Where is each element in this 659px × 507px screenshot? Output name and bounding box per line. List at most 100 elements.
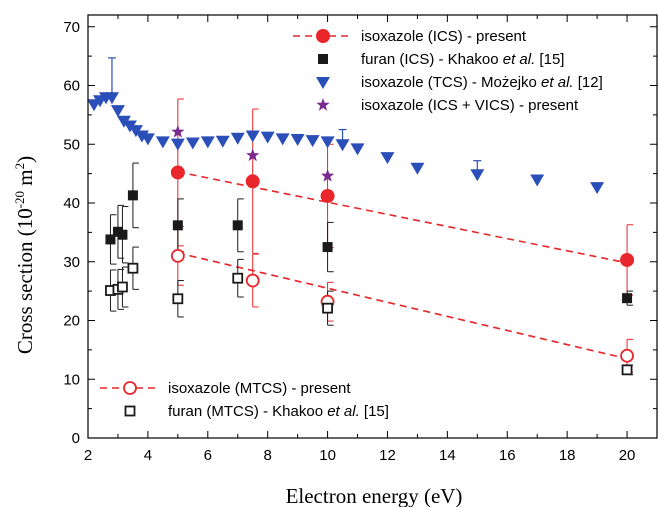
point-tcs-3 — [104, 92, 119, 105]
legend-marker — [316, 77, 330, 89]
y-tick-label: 70 — [63, 19, 80, 36]
legend-marker — [318, 54, 328, 64]
y-label-exponent: -20 — [12, 191, 27, 208]
y-tick-label: 40 — [63, 195, 80, 212]
y-tick-label: 20 — [63, 313, 80, 330]
point-tcs-24 — [380, 152, 395, 165]
point-furan_ics-5 — [232, 220, 243, 231]
point-furan_ics-2 — [117, 229, 128, 240]
legend-marker — [124, 405, 136, 417]
point-furan_ics-6 — [322, 242, 333, 253]
point-tcs-27 — [530, 174, 545, 187]
point-furan_mtcs-7 — [621, 364, 633, 376]
legend-label-tail: [15] — [360, 403, 389, 420]
point-tcs-20 — [305, 135, 320, 148]
point-tcs-18 — [275, 133, 290, 146]
y-label-unit: m — [13, 169, 37, 191]
legend-label-italic: et al. — [327, 403, 360, 420]
legend-marker — [123, 381, 137, 395]
y-tick-label: 30 — [63, 254, 80, 271]
axes — [87, 14, 658, 439]
y-tick-label: 50 — [63, 136, 80, 153]
y-tick-label: 10 — [63, 371, 80, 388]
legend-marker — [316, 98, 330, 111]
plot-frame — [87, 14, 658, 439]
point-tcs-10 — [155, 136, 170, 149]
x-tick-label: 8 — [264, 447, 272, 464]
x-tick-label: 2 — [84, 447, 92, 464]
point-furan_mtcs-3 — [127, 262, 139, 274]
point-vics-2 — [320, 169, 335, 182]
x-tick-label: 18 — [559, 447, 576, 464]
point-furan_mtcs-4 — [172, 293, 184, 305]
legend-label-text: furan (ICS) - Khakoo — [361, 51, 503, 68]
legend-label: isoxazole (ICS) - present — [361, 28, 527, 45]
point-tcs-17 — [260, 131, 275, 144]
legend-label-text: isoxazole (TCS) - Możejko — [361, 74, 541, 91]
y-tick-label: 60 — [63, 78, 80, 95]
x-tick-label: 12 — [379, 447, 396, 464]
y-axis-label: Cross section (10-20 m2) — [12, 156, 37, 354]
point-tcs-28 — [590, 182, 605, 195]
point-mtcs-1 — [245, 273, 260, 288]
point-tcs-23 — [350, 143, 365, 156]
legend-entry-vics: isoxazole (ICS + VICS) - present — [316, 97, 579, 114]
fit-lines — [177, 171, 628, 360]
legend-label-text: isoxazole (ICS) - present — [361, 28, 527, 45]
legend-label-text: furan (MTCS) - Khakoo — [168, 403, 327, 420]
point-tcs-15 — [230, 132, 245, 145]
legend-entry-tcs: isoxazole (TCS) - Możejko et al. [12] — [316, 74, 603, 91]
point-tcs-11 — [170, 138, 185, 151]
x-tick-label: 6 — [204, 447, 212, 464]
legend-label: furan (MTCS) - Khakoo et al. [15] — [168, 403, 389, 420]
point-ics-1 — [245, 174, 260, 189]
point-ics-2 — [320, 188, 335, 203]
point-tcs-12 — [185, 137, 200, 150]
point-mtcs-0 — [170, 248, 185, 263]
legend-bottom: isoxazole (MTCS) - present furan (MTCS) -… — [100, 380, 389, 420]
legend-label: isoxazole (TCS) - Możejko et al. [12] — [361, 74, 603, 91]
point-furan_ics-7 — [622, 293, 633, 304]
y-label-close: ) — [13, 156, 37, 163]
point-furan_ics-3 — [127, 190, 138, 201]
point-furan_mtcs-5 — [232, 272, 244, 284]
legend-entry-mtcs: isoxazole (MTCS) - present — [100, 380, 351, 397]
point-tcs-14 — [215, 135, 230, 148]
point-mtcs-3 — [620, 348, 634, 363]
legend-label: isoxazole (ICS + VICS) - present — [361, 97, 579, 114]
data-points — [86, 92, 635, 376]
point-ics-0 — [170, 165, 185, 180]
legend-label-text: isoxazole (ICS + VICS) - present — [361, 97, 579, 114]
fit-line-mtcs — [177, 252, 628, 360]
x-tick-label: 16 — [499, 447, 516, 464]
point-tcs-16 — [245, 130, 260, 143]
x-tick-label: 20 — [619, 447, 636, 464]
legend-label-tail: [12] — [574, 74, 603, 91]
y-tick-label: 0 — [72, 430, 80, 447]
y-label-unit-power: 2 — [12, 163, 27, 170]
legend: isoxazole (ICS) - present furan (ICS) - K… — [100, 28, 603, 420]
point-tcs-4 — [110, 105, 125, 118]
y-label-main: Cross section (10 — [13, 208, 37, 354]
point-tcs-21 — [320, 136, 335, 149]
point-furan_mtcs-6 — [322, 302, 333, 314]
legend-label-italic: et al. — [503, 51, 536, 68]
x-tick-label: 4 — [144, 447, 152, 464]
point-tcs-22 — [335, 139, 350, 152]
x-tick-label: 10 — [319, 447, 336, 464]
point-ics-3 — [620, 252, 635, 267]
point-tcs-25 — [410, 162, 425, 175]
point-furan_ics-4 — [172, 220, 183, 231]
legend-label-tail: [15] — [535, 51, 564, 68]
error-bar-tcs-3 — [107, 57, 116, 98]
legend-label-text: isoxazole (MTCS) - present — [168, 380, 351, 397]
x-axis-label: Electron energy (eV) — [286, 484, 463, 507]
point-tcs-9 — [140, 133, 155, 146]
point-tcs-19 — [290, 133, 305, 146]
axis-ticks: 2 4 6 8 10 12 14 16 18 20 0 10 20 30 40 50 60 70 — [63, 15, 657, 464]
legend-top: isoxazole (ICS) - present furan (ICS) - K… — [293, 28, 603, 114]
point-vics-0 — [171, 124, 185, 138]
point-furan_ics-0 — [105, 234, 116, 245]
legend-entry-ics: isoxazole (ICS) - present — [293, 28, 527, 45]
